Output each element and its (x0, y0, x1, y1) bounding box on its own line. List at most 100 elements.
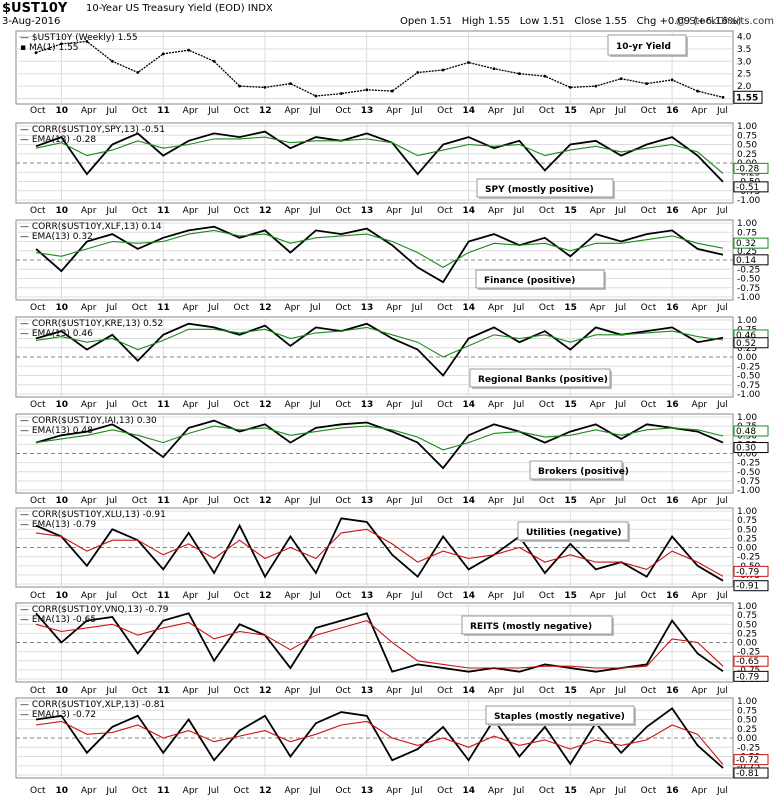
x-tick-label: Apr (590, 400, 606, 410)
x-tick-label: 13 (361, 786, 374, 796)
x-tick-label: Jul (614, 400, 626, 410)
high-value: 1.55 (487, 16, 511, 27)
y-tick-label: 0.00 (737, 639, 757, 649)
y-tick-label: 0.75 (737, 131, 757, 141)
x-tick-label: Jul (512, 206, 524, 216)
x-tick-label: 16 (666, 106, 679, 116)
close-value: 1.55 (604, 16, 628, 27)
x-tick-label: Oct (132, 106, 148, 116)
price-point (645, 82, 649, 86)
x-tick-label: 14 (463, 496, 476, 506)
x-tick-label: Jul (309, 786, 321, 796)
x-tick-label: Apr (284, 496, 300, 506)
x-tick-label: Apr (590, 686, 606, 696)
x-tick-label: Apr (488, 106, 504, 116)
x-tick-label: Apr (284, 400, 300, 410)
panel-1: 1.000.750.500.250.00-0.25-0.50-0.75-1.00… (15, 122, 769, 216)
description-text: 10-Year US Treasury Yield (EOD) (86, 3, 245, 14)
x-tick-label: Jul (716, 591, 728, 601)
x-tick-label: Jul (716, 496, 728, 506)
x-tick-label: 12 (259, 400, 272, 410)
price-point (365, 88, 369, 92)
x-tick-label: Apr (590, 496, 606, 506)
y-tick-label: 0.50 (737, 141, 757, 151)
x-tick-label: 10 (55, 591, 68, 601)
x-tick-label: Jul (716, 686, 728, 696)
x-tick-label: Apr (692, 686, 708, 696)
x-tick-label: Jul (105, 786, 117, 796)
price-point (670, 78, 674, 82)
corr-value-tag (733, 580, 769, 592)
x-tick-label: 13 (361, 591, 374, 601)
y-tick-label: 0.50 (737, 620, 757, 630)
x-tick-label: Oct (539, 106, 555, 116)
x-tick-label: Oct (30, 106, 46, 116)
legend-entry: — $UST10Y (Weekly) 1.55 (20, 33, 138, 43)
price-point (263, 85, 267, 89)
annotation-text: Brokers (positive) (538, 467, 629, 477)
series-corr-line (35, 707, 724, 769)
price-point (110, 59, 114, 63)
ema-value-text: -0.28 (736, 164, 760, 174)
y-tick-label: 0.00 (737, 734, 757, 744)
x-tick-label: Oct (30, 686, 46, 696)
corr-value-text: -0.91 (736, 582, 759, 592)
legend-ema: — EMA(13) -0.28 (20, 135, 96, 145)
price-point (187, 48, 191, 52)
x-tick-label: Apr (183, 400, 199, 410)
y-tick-label: 1.00 (737, 413, 757, 423)
legend-corr: — CORR($UST10Y,XLU,13) -0.91 (20, 510, 166, 520)
x-tick-label: Jul (411, 786, 423, 796)
x-tick-label: 14 (463, 106, 476, 116)
x-tick-label: Oct (30, 303, 46, 313)
y-tick-label: -0.50 (737, 372, 761, 382)
x-tick-label: Apr (183, 686, 199, 696)
x-tick-label: Oct (132, 496, 148, 506)
x-tick-label: Jul (716, 303, 728, 313)
y-tick-label: -0.25 (737, 362, 760, 372)
price-point (60, 42, 63, 46)
chg-label: Chg (636, 16, 657, 27)
price-point (85, 40, 89, 43)
ema-value-text: -0.65 (736, 657, 759, 667)
corr-value-tag (733, 442, 769, 454)
legend-corr: — CORR($UST10Y,KRE,13) 0.52 (20, 319, 163, 329)
x-tick-label: Oct (335, 591, 351, 601)
x-tick-label: Apr (284, 106, 300, 116)
y-tick-label: 1.00 (737, 507, 757, 517)
y-tick-label: 3.5 (737, 45, 751, 55)
panel-4: 1.000.750.500.250.00-0.25-0.50-0.75-1.00… (15, 413, 769, 506)
exchange-text: INDX (247, 3, 273, 14)
corr-value-tag (733, 670, 769, 682)
series-ema-line (35, 619, 724, 669)
x-tick-label: Apr (284, 206, 300, 216)
x-tick-label: Oct (234, 400, 250, 410)
y-tick-label: -0.25 (737, 743, 760, 753)
x-tick-label: Apr (386, 496, 402, 506)
y-tick-label: 0.50 (737, 525, 757, 535)
x-tick-label: Jul (105, 106, 117, 116)
x-tick-label: Apr (81, 786, 97, 796)
x-tick-label: 13 (361, 496, 374, 506)
ema-value-tag (733, 162, 769, 174)
y-tick-label: -0.25 (737, 648, 760, 658)
annotation-box (529, 460, 623, 480)
x-tick-label: Apr (386, 400, 402, 410)
x-tick-label: Oct (234, 686, 250, 696)
x-tick-label: 16 (666, 303, 679, 313)
x-tick-label: Oct (234, 591, 250, 601)
legend-corr: — CORR($UST10Y,VNQ,13) -0.79 (20, 605, 169, 615)
x-tick-label: Jul (614, 786, 626, 796)
low-label: Low (519, 16, 540, 27)
x-tick-label: 15 (564, 303, 577, 313)
x-tick-label: Apr (692, 786, 708, 796)
chg-value: +0.09 (+6.16%) (659, 16, 742, 27)
series-ema-line (35, 136, 724, 174)
x-tick-label: Apr (183, 786, 199, 796)
y-tick-label: 0.25 (737, 534, 757, 544)
x-tick-label: Apr (692, 496, 708, 506)
corr-value-tag (733, 767, 769, 779)
x-tick-label: Oct (437, 206, 453, 216)
